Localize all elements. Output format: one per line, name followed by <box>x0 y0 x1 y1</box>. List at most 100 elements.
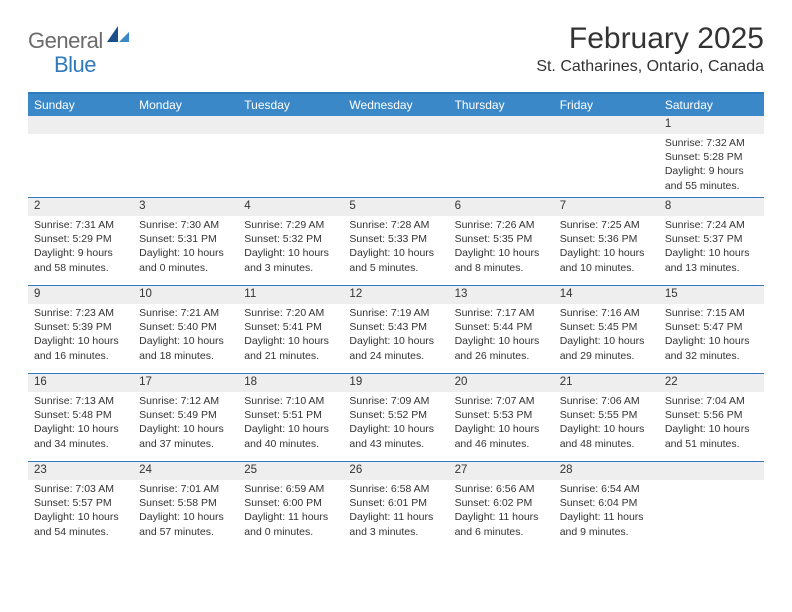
daylight-text: Daylight: 10 hours and 8 minutes. <box>455 246 548 274</box>
sunset-text: Sunset: 5:56 PM <box>665 408 758 422</box>
sunset-text: Sunset: 6:00 PM <box>244 496 337 510</box>
daylight-text: Daylight: 10 hours and 34 minutes. <box>34 422 127 450</box>
day-content: Sunrise: 7:06 AMSunset: 5:55 PMDaylight:… <box>554 392 659 455</box>
sunrise-text: Sunrise: 7:32 AM <box>665 136 758 150</box>
day-cell <box>28 116 133 197</box>
brand-text-general: General <box>28 28 103 54</box>
daylight-text: Daylight: 10 hours and 32 minutes. <box>665 334 758 362</box>
sunrise-text: Sunrise: 7:29 AM <box>244 218 337 232</box>
daylight-text: Daylight: 11 hours and 6 minutes. <box>455 510 548 538</box>
day-content: Sunrise: 7:32 AMSunset: 5:28 PMDaylight:… <box>659 134 764 197</box>
day-cell: 20Sunrise: 7:07 AMSunset: 5:53 PMDayligh… <box>449 374 554 461</box>
daylight-text: Daylight: 10 hours and 43 minutes. <box>349 422 442 450</box>
day-cell: 21Sunrise: 7:06 AMSunset: 5:55 PMDayligh… <box>554 374 659 461</box>
day-cell <box>343 116 448 197</box>
weekday-header-cell: Tuesday <box>238 94 343 116</box>
day-number: 4 <box>238 198 343 216</box>
sunset-text: Sunset: 5:57 PM <box>34 496 127 510</box>
day-number: 24 <box>133 462 238 480</box>
day-number: 11 <box>238 286 343 304</box>
day-cell <box>133 116 238 197</box>
sunrise-text: Sunrise: 7:07 AM <box>455 394 548 408</box>
day-number <box>133 116 238 134</box>
day-content: Sunrise: 7:25 AMSunset: 5:36 PMDaylight:… <box>554 216 659 279</box>
day-number: 19 <box>343 374 448 392</box>
daylight-text: Daylight: 10 hours and 51 minutes. <box>665 422 758 450</box>
day-content: Sunrise: 7:21 AMSunset: 5:40 PMDaylight:… <box>133 304 238 367</box>
daylight-text: Daylight: 11 hours and 0 minutes. <box>244 510 337 538</box>
sunrise-text: Sunrise: 7:21 AM <box>139 306 232 320</box>
sunset-text: Sunset: 6:01 PM <box>349 496 442 510</box>
daylight-text: Daylight: 10 hours and 57 minutes. <box>139 510 232 538</box>
day-content: Sunrise: 6:56 AMSunset: 6:02 PMDaylight:… <box>449 480 554 543</box>
title-block: February 2025 St. Catharines, Ontario, C… <box>536 22 764 76</box>
day-content: Sunrise: 7:30 AMSunset: 5:31 PMDaylight:… <box>133 216 238 279</box>
day-number: 25 <box>238 462 343 480</box>
daylight-text: Daylight: 10 hours and 40 minutes. <box>244 422 337 450</box>
day-content: Sunrise: 7:07 AMSunset: 5:53 PMDaylight:… <box>449 392 554 455</box>
daylight-text: Daylight: 10 hours and 3 minutes. <box>244 246 337 274</box>
day-number <box>449 116 554 134</box>
day-number: 10 <box>133 286 238 304</box>
sunrise-text: Sunrise: 6:59 AM <box>244 482 337 496</box>
sunrise-text: Sunrise: 6:54 AM <box>560 482 653 496</box>
weekday-header-cell: Sunday <box>28 94 133 116</box>
day-content: Sunrise: 7:01 AMSunset: 5:58 PMDaylight:… <box>133 480 238 543</box>
sunset-text: Sunset: 5:51 PM <box>244 408 337 422</box>
weekday-header-row: SundayMondayTuesdayWednesdayThursdayFrid… <box>28 94 764 116</box>
sunset-text: Sunset: 5:47 PM <box>665 320 758 334</box>
day-cell: 4 Sunrise: 7:29 AMSunset: 5:32 PMDaylight… <box>238 198 343 285</box>
sunset-text: Sunset: 5:41 PM <box>244 320 337 334</box>
day-content: Sunrise: 7:28 AMSunset: 5:33 PMDaylight:… <box>343 216 448 279</box>
weeks-container: 1Sunrise: 7:32 AMSunset: 5:28 PMDaylight… <box>28 116 764 550</box>
sunset-text: Sunset: 5:35 PM <box>455 232 548 246</box>
day-number: 8 <box>659 198 764 216</box>
day-cell: 13Sunrise: 7:17 AMSunset: 5:44 PMDayligh… <box>449 286 554 373</box>
sunset-text: Sunset: 5:48 PM <box>34 408 127 422</box>
day-content: Sunrise: 6:54 AMSunset: 6:04 PMDaylight:… <box>554 480 659 543</box>
sunrise-text: Sunrise: 7:15 AM <box>665 306 758 320</box>
sunset-text: Sunset: 5:58 PM <box>139 496 232 510</box>
day-number: 21 <box>554 374 659 392</box>
day-content: Sunrise: 7:16 AMSunset: 5:45 PMDaylight:… <box>554 304 659 367</box>
day-content: Sunrise: 7:26 AMSunset: 5:35 PMDaylight:… <box>449 216 554 279</box>
day-cell: 2Sunrise: 7:31 AMSunset: 5:29 PMDaylight… <box>28 198 133 285</box>
day-number <box>659 462 764 480</box>
sunrise-text: Sunrise: 7:31 AM <box>34 218 127 232</box>
day-content: Sunrise: 7:23 AMSunset: 5:39 PMDaylight:… <box>28 304 133 367</box>
day-cell: 27Sunrise: 6:56 AMSunset: 6:02 PMDayligh… <box>449 462 554 550</box>
day-number: 9 <box>28 286 133 304</box>
day-content: Sunrise: 7:10 AMSunset: 5:51 PMDaylight:… <box>238 392 343 455</box>
sunrise-text: Sunrise: 7:17 AM <box>455 306 548 320</box>
sunrise-text: Sunrise: 7:01 AM <box>139 482 232 496</box>
daylight-text: Daylight: 10 hours and 18 minutes. <box>139 334 232 362</box>
day-cell: 8Sunrise: 7:24 AMSunset: 5:37 PMDaylight… <box>659 198 764 285</box>
daylight-text: Daylight: 10 hours and 13 minutes. <box>665 246 758 274</box>
day-content: Sunrise: 7:15 AMSunset: 5:47 PMDaylight:… <box>659 304 764 367</box>
sunset-text: Sunset: 5:32 PM <box>244 232 337 246</box>
daylight-text: Daylight: 10 hours and 10 minutes. <box>560 246 653 274</box>
day-cell: 3Sunrise: 7:30 AMSunset: 5:31 PMDaylight… <box>133 198 238 285</box>
day-cell <box>449 116 554 197</box>
daylight-text: Daylight: 10 hours and 46 minutes. <box>455 422 548 450</box>
day-number: 15 <box>659 286 764 304</box>
day-content: Sunrise: 7:09 AMSunset: 5:52 PMDaylight:… <box>343 392 448 455</box>
sunset-text: Sunset: 5:33 PM <box>349 232 442 246</box>
day-number: 18 <box>238 374 343 392</box>
day-number: 28 <box>554 462 659 480</box>
weekday-header-cell: Thursday <box>449 94 554 116</box>
sunrise-text: Sunrise: 7:03 AM <box>34 482 127 496</box>
day-content: Sunrise: 6:58 AMSunset: 6:01 PMDaylight:… <box>343 480 448 543</box>
day-number <box>238 116 343 134</box>
month-title: February 2025 <box>536 22 764 56</box>
weekday-header-cell: Friday <box>554 94 659 116</box>
day-number: 1 <box>659 116 764 134</box>
day-cell: 17Sunrise: 7:12 AMSunset: 5:49 PMDayligh… <box>133 374 238 461</box>
sunset-text: Sunset: 5:43 PM <box>349 320 442 334</box>
day-cell: 16Sunrise: 7:13 AMSunset: 5:48 PMDayligh… <box>28 374 133 461</box>
sunset-text: Sunset: 5:29 PM <box>34 232 127 246</box>
day-content: Sunrise: 6:59 AMSunset: 6:00 PMDaylight:… <box>238 480 343 543</box>
sunset-text: Sunset: 5:55 PM <box>560 408 653 422</box>
week-row: 23Sunrise: 7:03 AMSunset: 5:57 PMDayligh… <box>28 462 764 550</box>
daylight-text: Daylight: 10 hours and 0 minutes. <box>139 246 232 274</box>
